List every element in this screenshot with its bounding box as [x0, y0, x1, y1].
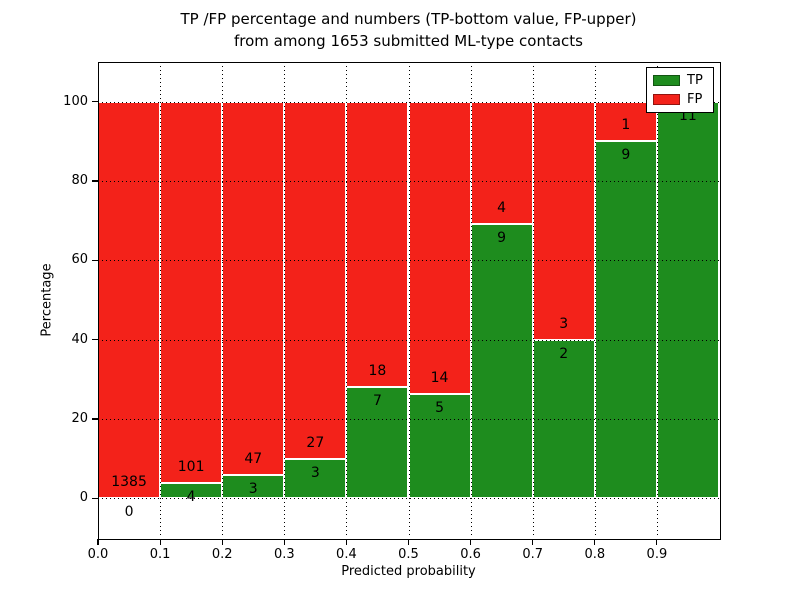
x-tick-label: 0.3: [273, 547, 295, 562]
tp-count-label: 0: [124, 504, 134, 521]
tp-count-label: 5: [435, 399, 444, 416]
tp-color-swatch: [653, 75, 680, 86]
v-gridline: [284, 62, 286, 538]
x-tick-label: 0.5: [398, 547, 419, 562]
x-tick-label: 0.9: [646, 547, 668, 562]
x-tick-label: 0.2: [211, 547, 233, 562]
x-tick-mark: [97, 539, 99, 545]
x-tick-mark: [345, 539, 347, 545]
y-tick-label: 0: [79, 490, 88, 506]
bar-segment-fp: [532, 101, 595, 340]
x-tick-mark: [656, 539, 658, 545]
bar-segment-fp: [408, 101, 471, 394]
y-tick-mark: [92, 339, 98, 341]
y-tick-label: 100: [63, 93, 88, 109]
bar-segment-fp: [222, 101, 285, 475]
tp-count-label: 4: [186, 489, 196, 506]
x-axis-label: Predicted probability: [341, 564, 476, 579]
x-tick-label: 0.4: [336, 547, 357, 562]
legend: TP FP: [646, 67, 714, 113]
bar-segment-tp: [470, 223, 533, 499]
v-gridline: [222, 62, 224, 538]
y-tick-mark: [92, 101, 98, 103]
fp-count-label: 1385: [111, 474, 147, 491]
tp-count-label: 3: [248, 480, 258, 497]
fp-count-label: 1: [621, 117, 631, 134]
fp-legend-label: FP: [687, 92, 703, 107]
h-gridline: [98, 498, 719, 500]
bar-segment-tp: [532, 339, 595, 499]
v-gridline: [532, 62, 534, 538]
v-gridline: [656, 62, 658, 538]
x-tick-mark: [470, 539, 472, 545]
v-gridline: [160, 62, 162, 538]
fp-count-label: 101: [177, 459, 205, 476]
chart-title-line2: from among 1653 submitted ML-type contac…: [234, 32, 583, 50]
x-tick-label: 0.0: [87, 547, 109, 562]
x-tick-mark: [159, 539, 161, 545]
x-tick-mark: [283, 539, 285, 545]
x-tick-label: 0.1: [149, 547, 171, 562]
x-tick-mark: [221, 539, 223, 545]
x-tick-label: 0.8: [584, 547, 606, 562]
v-gridline: [346, 62, 348, 538]
x-tick-mark: [407, 539, 410, 545]
y-tick-label: 80: [71, 173, 88, 188]
bar-segment-fp: [346, 101, 409, 388]
h-gridline: [98, 101, 719, 103]
fp-count-label: 27: [306, 434, 325, 451]
x-tick-label: 0.6: [460, 547, 481, 562]
bar-segment-fp: [284, 101, 347, 459]
tp-count-label: 9: [497, 229, 507, 246]
y-tick-mark: [92, 180, 98, 182]
v-gridline: [408, 62, 410, 538]
y-axis-label: Percentage: [39, 263, 55, 337]
fp-color-swatch: [653, 94, 680, 105]
y-tick-label: 20: [71, 411, 88, 426]
tp-count-label: 9: [621, 147, 631, 164]
tp-legend-label: TP: [687, 73, 703, 88]
fp-count-label: 14: [430, 369, 449, 386]
fp-count-label: 18: [368, 363, 387, 380]
y-tick-mark: [92, 259, 98, 261]
y-tick-label: 60: [71, 252, 88, 268]
x-tick-mark: [594, 539, 596, 545]
bar-segment-fp: [98, 101, 161, 499]
x-tick-label: 0.7: [522, 547, 544, 562]
chart-title: TP /FP percentage and numbers (TP-bottom…: [98, 8, 719, 52]
h-gridline: [98, 260, 719, 262]
fp-count-label: 4: [497, 199, 507, 216]
h-gridline: [98, 181, 719, 182]
tp-count-label: 2: [559, 345, 569, 362]
v-gridline: [594, 62, 596, 538]
y-tick-mark: [92, 418, 98, 420]
bar-segment-tp: [594, 141, 657, 499]
h-gridline: [98, 419, 719, 420]
fp-count-label: 3: [559, 315, 569, 332]
h-gridline: [98, 339, 719, 341]
y-tick-label: 40: [71, 331, 88, 347]
legend-item-tp: TP: [653, 74, 707, 87]
tp-count-label: 7: [372, 393, 382, 410]
bar-segment-tp: [284, 458, 347, 499]
legend-item-fp: FP: [653, 93, 707, 106]
y-tick-mark: [92, 497, 98, 499]
fp-count-label: 47: [244, 450, 263, 467]
chart-title-line1: TP /FP percentage and numbers (TP-bottom…: [180, 10, 637, 28]
tp-count-label: 3: [310, 464, 320, 481]
bar-segment-fp: [160, 101, 223, 484]
bar-segment-tp: [656, 101, 719, 499]
v-gridline: [470, 62, 472, 538]
x-tick-mark: [532, 539, 534, 545]
